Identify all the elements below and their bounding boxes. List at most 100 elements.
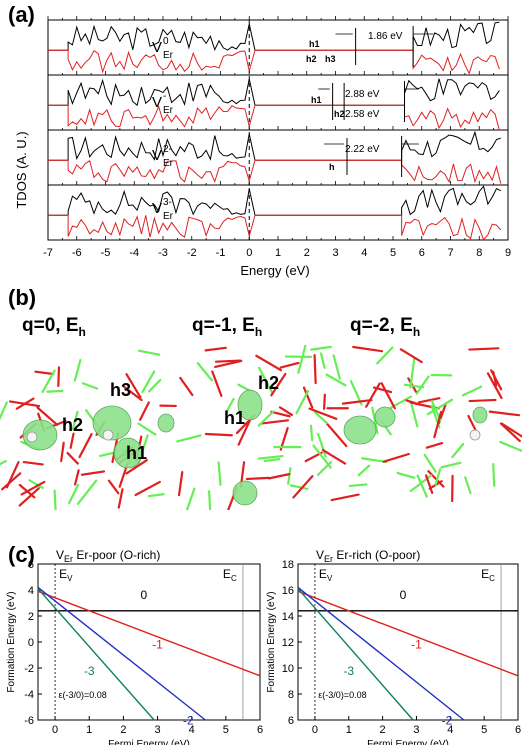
lattice-bond (255, 354, 283, 372)
lattice-bond (8, 400, 41, 408)
lattice-bond (68, 483, 80, 505)
lattice-bond (1, 472, 22, 491)
lattice-bond (295, 389, 310, 415)
panel-a-xlabel: Energy (eV) (240, 263, 309, 278)
lattice-bond (204, 432, 233, 437)
lattice-bond (20, 480, 46, 496)
lattice-bond (0, 401, 8, 421)
lattice-bond (427, 470, 445, 488)
lattice-bond (380, 382, 396, 410)
lattice-bond (125, 459, 148, 475)
y-tick-label: -6 (24, 715, 34, 727)
x-tick-label: 2 (304, 247, 310, 259)
vacancy-site (26, 431, 38, 443)
lattice-bond (426, 398, 454, 416)
lattice-bond (36, 406, 59, 426)
lattice-bond (257, 454, 284, 460)
series-line-minus1 (37, 590, 261, 677)
lattice-bond (313, 354, 317, 385)
lattice-bond (410, 403, 419, 428)
x-tick-label: 3 (413, 724, 419, 736)
series-label: 0 (400, 588, 407, 602)
x-tick-label: 1 (86, 724, 92, 736)
lattice-bond (486, 372, 503, 400)
lattice-bond (117, 488, 124, 509)
lattice-bond (289, 484, 309, 491)
svg-text:V: V (152, 147, 162, 164)
lattice-bond (287, 467, 292, 485)
lattice-bond (424, 474, 434, 494)
series-label: -3 (343, 664, 354, 678)
svg-text:3-: 3- (163, 197, 172, 208)
y-tick-label: 6 (288, 715, 294, 727)
structure-label-q1: q=-1, Eh (192, 315, 263, 339)
panel-a-dos-figure: (a) TDOS (A. U.) -7 -6 -5 -4 -3 -2 -1 0 1 2 3 4 5 6 7 8… (8, 2, 511, 278)
lattice-bond (325, 373, 347, 387)
lattice-bond (147, 493, 165, 498)
lattice-bond (179, 376, 194, 397)
y-axis-label: Formation Energy (eV) (6, 591, 17, 692)
lattice-bond (204, 346, 227, 352)
lattice-bond (270, 410, 291, 418)
x-tick-label: -5 (101, 247, 111, 259)
x-tick-label: 5 (223, 724, 229, 736)
series-label: 0 (141, 588, 148, 602)
y-tick-label: 8 (288, 689, 294, 701)
lattice-bond (80, 470, 106, 476)
lattice-bond (122, 385, 143, 402)
gap-label-row-2: 2.22 eV (345, 144, 380, 155)
x-tick-label: 5 (390, 247, 396, 259)
x-axis-label: Fermi Energy (eV) (367, 739, 449, 745)
dos-spin-up-curve (48, 78, 500, 107)
svg-text:Er: Er (163, 158, 174, 169)
series-label: -2 (183, 714, 194, 728)
lattice-bond (225, 397, 235, 413)
lattice-bond (125, 373, 142, 399)
species-label-row-2: V 2- Er (152, 144, 174, 169)
lattice-bond (468, 347, 500, 351)
lattice-bond (352, 345, 384, 353)
lattice-bond (107, 479, 120, 495)
svg-text:-: - (163, 91, 166, 102)
ec-label: EC (481, 567, 495, 583)
x-tick-label: 5 (481, 724, 487, 736)
x-tick-label: 7 (447, 247, 453, 259)
y-tick-label: -4 (24, 689, 34, 701)
dos-spin-down-curve (48, 49, 500, 75)
y-axis-label: Formation Energy (eV) (266, 591, 277, 692)
lattice-bond (22, 460, 44, 466)
lattice-bond (278, 406, 294, 417)
vacancy-site (469, 429, 481, 441)
hole-label-h2-q1: h2 (258, 373, 280, 393)
transition-level-annotation: ε(-3/0)=0.08 (58, 690, 106, 700)
species-label-row-0: V 0 Er (152, 36, 174, 61)
lattice-bond (245, 476, 271, 481)
x-tick-label: 4 (447, 724, 453, 736)
hole-label-h1-q1: h1 (224, 408, 246, 428)
lattice-bond (468, 398, 497, 403)
hole-isosurface (374, 406, 396, 428)
panel-a-ylabel: TDOS (A. U.) (14, 131, 29, 208)
lattice-bond (177, 470, 184, 497)
hole-isosurface (343, 415, 377, 445)
lattice-bond (214, 359, 242, 363)
x-tick-label: 3 (332, 247, 338, 259)
series-line-minus3 (297, 588, 414, 721)
lattice-bond (371, 406, 379, 435)
lattice-bond (69, 432, 75, 449)
defect-h1-row-0: h1 (309, 39, 320, 49)
panel-a-plot-area (47, 16, 509, 241)
x-tick-label: -3 (158, 247, 168, 259)
lattice-bond (330, 493, 360, 502)
lattice-bond (41, 369, 56, 394)
lattice-bond (396, 471, 416, 479)
lattice-bond (292, 475, 314, 499)
lattice-bond (217, 461, 222, 486)
lattice-bond (488, 410, 521, 417)
svg-text:V: V (152, 200, 162, 217)
lattice-bond (71, 410, 79, 431)
lattice-bond (434, 468, 442, 486)
y-tick-label: 2 (28, 611, 34, 623)
series-label: -2 (442, 714, 453, 728)
defect-h1-row-1: h1 (311, 95, 322, 105)
